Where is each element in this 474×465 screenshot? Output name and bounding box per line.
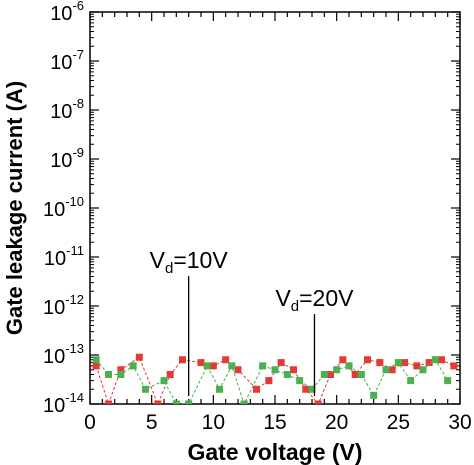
data-point xyxy=(351,370,359,378)
x-tick-labels: 0 5 10 15 20 25 30 xyxy=(84,411,472,434)
data-point xyxy=(345,362,353,370)
data-point xyxy=(277,359,285,367)
data-point xyxy=(197,359,205,367)
data-point xyxy=(290,366,297,374)
data-point xyxy=(431,356,439,364)
x-tick-label: 10 xyxy=(202,411,225,434)
data-point xyxy=(172,400,180,404)
data-point xyxy=(314,400,322,404)
series-1 xyxy=(92,353,458,404)
data-point xyxy=(129,362,137,370)
data-point xyxy=(166,370,174,378)
data-point xyxy=(203,362,211,370)
data-point xyxy=(179,356,186,364)
data-point xyxy=(438,356,445,364)
data-point xyxy=(444,377,452,385)
annotation-label: Vd=10V xyxy=(150,247,229,277)
data-point xyxy=(327,370,334,378)
data-point xyxy=(450,362,458,370)
annotation-label: Vd=20V xyxy=(275,285,354,315)
x-tick-label: 30 xyxy=(448,411,471,434)
series-line xyxy=(95,356,455,404)
data-point xyxy=(419,366,427,374)
x-tick-label: 15 xyxy=(263,411,286,434)
data-point xyxy=(105,400,112,404)
y-axis-label: Gate leakage current (A) xyxy=(2,81,27,335)
data-point xyxy=(413,362,421,370)
data-point xyxy=(271,366,279,374)
data-point xyxy=(302,385,310,393)
data-point xyxy=(296,377,304,385)
data-point xyxy=(259,362,267,370)
x-tick-label: 25 xyxy=(387,411,410,434)
axis-ticks xyxy=(89,11,461,405)
data-point xyxy=(135,353,143,361)
data-point xyxy=(265,377,273,385)
data-point xyxy=(339,356,347,364)
data-point xyxy=(394,359,402,367)
data-point xyxy=(105,370,112,378)
y-tick-label: 10-6 xyxy=(50,0,84,25)
data-point xyxy=(117,370,125,378)
data-point xyxy=(92,356,100,364)
y-tick-label: 10-14 xyxy=(43,390,84,417)
annotation-layer: Vd=10V Vd=20V xyxy=(150,247,354,396)
data-point xyxy=(401,359,408,367)
y-tick-label: 10-10 xyxy=(43,194,84,221)
data-point xyxy=(357,370,365,378)
y-tick-label: 10-12 xyxy=(43,292,84,319)
x-axis-label: Gate voltage (V) xyxy=(187,439,362,465)
data-point xyxy=(376,359,384,367)
data-point xyxy=(320,370,328,378)
data-point xyxy=(425,359,433,367)
data-point xyxy=(160,377,168,385)
x-tick-label: 0 xyxy=(84,411,96,434)
data-point xyxy=(222,356,230,364)
data-point xyxy=(185,400,193,404)
data-point xyxy=(154,400,162,404)
y-tick-label: 10-11 xyxy=(44,243,84,270)
x-tick-label: 5 xyxy=(146,411,158,434)
y-tick-label: 10-13 xyxy=(43,341,84,368)
data-point xyxy=(234,366,242,374)
data-point xyxy=(92,362,100,370)
data-point xyxy=(283,370,291,378)
y-tick-label: 10-7 xyxy=(50,47,84,74)
data-point xyxy=(370,391,378,399)
data-point xyxy=(209,362,217,370)
data-point xyxy=(388,366,396,374)
series-layer xyxy=(92,353,458,404)
data-point xyxy=(407,377,415,385)
data-point xyxy=(253,385,260,393)
data-point xyxy=(216,385,223,393)
data-point xyxy=(333,366,341,374)
data-point xyxy=(364,356,371,364)
plot-frame xyxy=(89,11,461,405)
data-point xyxy=(142,385,149,393)
series-2 xyxy=(92,356,452,404)
y-tick-labels: 10-14 10-13 10-12 10-11 10-10 10-9 10-8 10-7 10-… xyxy=(43,0,84,417)
x-tick-label: 20 xyxy=(325,411,348,434)
data-point xyxy=(308,385,316,393)
y-tick-label: 10-8 xyxy=(50,96,84,123)
data-point xyxy=(117,366,125,374)
data-point xyxy=(240,400,248,404)
data-point xyxy=(228,362,236,370)
data-point xyxy=(382,366,390,374)
y-tick-label: 10-9 xyxy=(50,145,84,172)
